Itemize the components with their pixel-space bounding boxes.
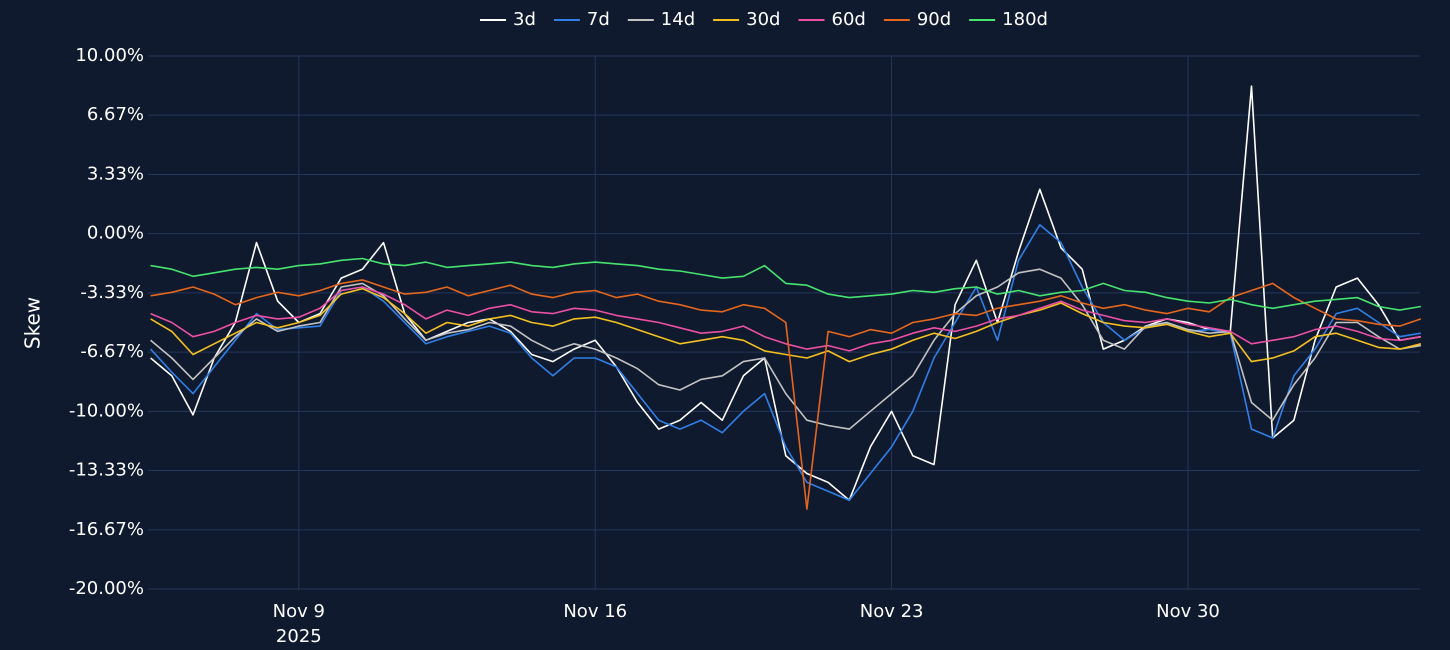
x-tick-label: Nov 30 [1156,601,1220,622]
x-tick-sublabel: 2025 [276,626,322,647]
y-axis-label: Skew [21,297,45,349]
series-line [150,287,1422,363]
series-line [150,268,1422,430]
y-tick-label: 0.00% [87,223,144,244]
y-tick-label: -20.00% [69,578,144,599]
y-tick-label: 6.67% [87,104,144,125]
y-tick-label: -13.33% [69,459,144,480]
y-tick-label: -6.67% [80,341,144,362]
series-line [150,279,1422,510]
y-tick-label: -16.67% [69,519,144,540]
y-tick-label: 3.33% [87,164,144,185]
series-line [150,286,1422,352]
x-tick-label: Nov 16 [563,601,627,622]
y-tick-label: -3.33% [80,282,144,303]
legend-label: 30d [746,9,780,30]
legend-label: 60d [831,9,865,30]
y-tick-label: -10.00% [69,400,144,421]
legend-label: 7d [587,9,610,30]
legend-label: 180d [1002,9,1048,30]
legend-label: 90d [917,9,951,30]
series-line [150,257,1422,311]
legend: 3d 7d 14d 30d 60d 90d 180d [480,9,1048,30]
legend-label: 3d [513,9,536,30]
legend-label: 14d [661,9,695,30]
series-line [150,224,1422,501]
x-tick-label: Nov 23 [860,601,924,622]
x-tick-label: Nov 9 [273,601,325,622]
y-tick-label: 10.00% [75,45,144,66]
